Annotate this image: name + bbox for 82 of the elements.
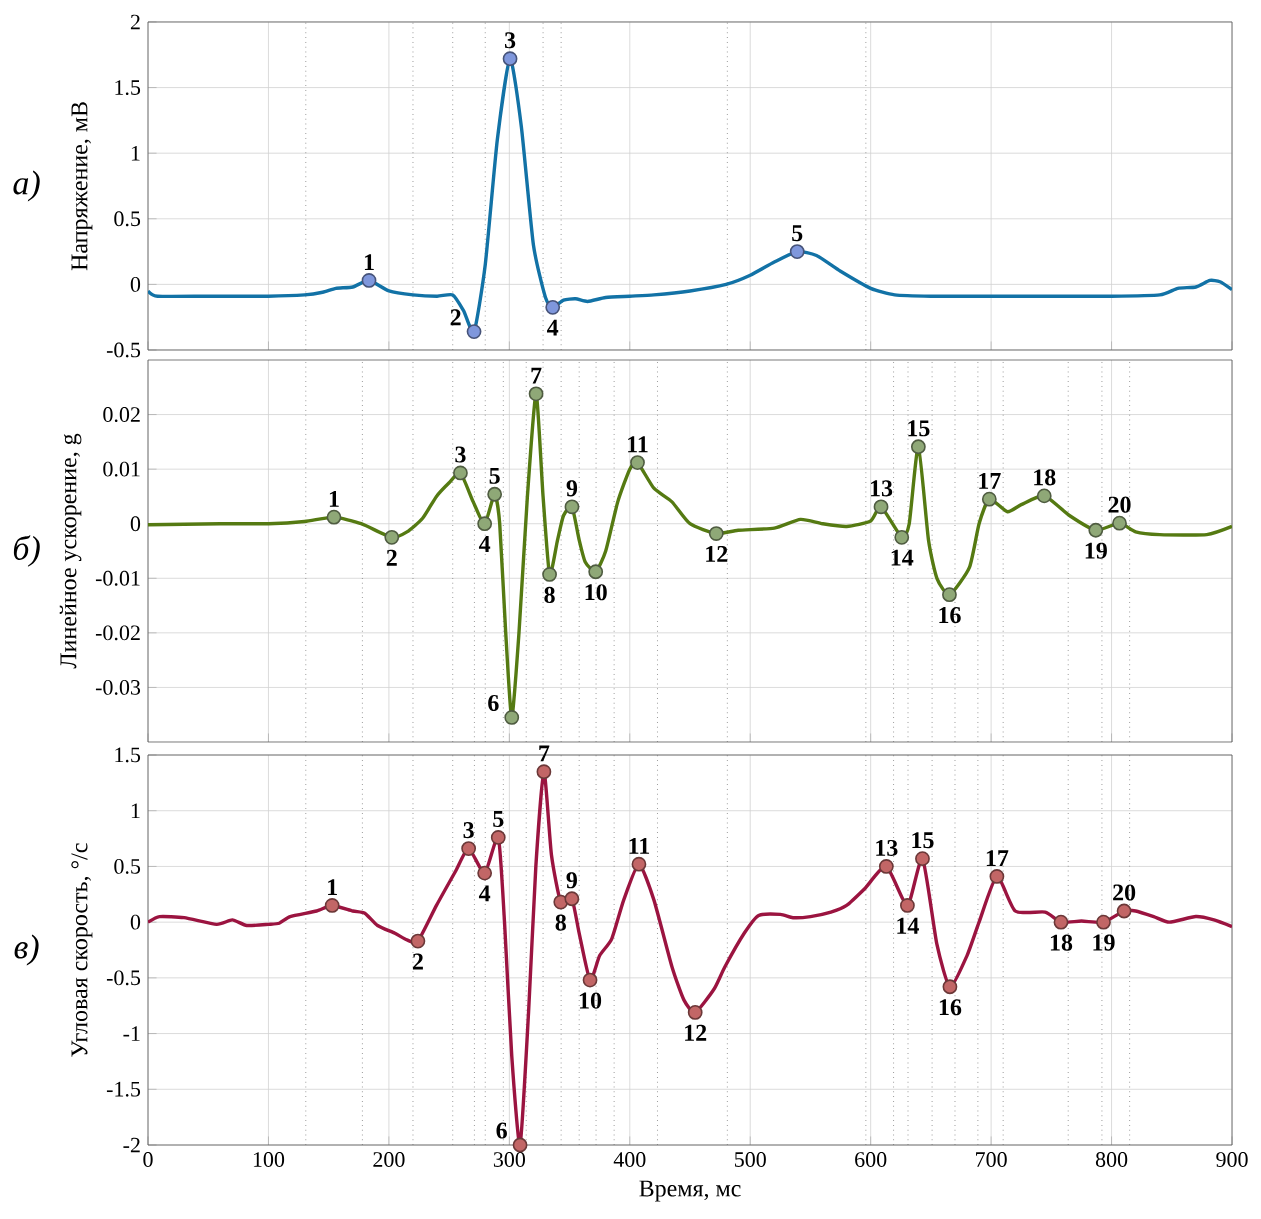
annotation: 10 [585, 584, 607, 601]
annotation: 19 [1085, 542, 1107, 559]
annotation: 6 [496, 1122, 507, 1139]
y-tick-label: 2 [130, 14, 140, 30]
y-axis-title: Линейное ускорение, g [59, 433, 82, 669]
annotation: 18 [1034, 469, 1056, 486]
y-tick-label: 0.01 [103, 461, 140, 477]
x-tick-label: 700 [976, 1152, 1007, 1167]
x-tick-label: 900 [1216, 1152, 1248, 1167]
annotation: 12 [706, 545, 728, 562]
y-tick-label: 0.5 [114, 211, 141, 227]
annotation: 18 [1050, 934, 1073, 951]
annotation: 16 [939, 999, 962, 1016]
annotation: 17 [979, 472, 1001, 489]
annotation: 3 [455, 446, 466, 463]
annotation: 20 [1113, 884, 1136, 901]
annotation: 16 [939, 607, 961, 624]
x-tick-label: 300 [493, 1152, 525, 1167]
annotation: 2 [412, 953, 423, 970]
annotation: 8 [544, 586, 555, 604]
annotation: 4 [478, 536, 491, 552]
y-tick-label: -0.03 [95, 679, 141, 695]
y-tick-label: -0.5 [106, 970, 141, 986]
y-tick-label: 1.5 [115, 80, 141, 95]
x-tick-label: 600 [855, 1152, 887, 1167]
annotation: 5 [489, 467, 500, 484]
y-tick-label: 0 [130, 516, 141, 532]
annotation: 6 [488, 694, 499, 712]
annotation: 9 [566, 480, 578, 497]
x-tick-label: 0 [143, 1152, 153, 1167]
annotation: 14 [891, 549, 914, 566]
text: а) [13, 170, 40, 202]
annotation: 3 [504, 32, 516, 49]
annotation: 1 [328, 879, 337, 896]
annotation: 13 [870, 480, 893, 497]
y-tick-label: -1.5 [106, 1081, 141, 1097]
y-tick-label: 1 [131, 145, 140, 161]
y-tick-label: -0.01 [95, 570, 140, 586]
y-tick-label: 1 [131, 803, 140, 818]
annotation: 12 [685, 1024, 707, 1041]
annotation: 1 [364, 254, 374, 271]
annotation: 19 [1093, 934, 1115, 951]
y-tick-label: -0.02 [95, 625, 140, 641]
annotation: 11 [629, 837, 650, 854]
annotation: 2 [450, 309, 461, 326]
annotation: 7 [531, 367, 542, 384]
annotation: 5 [792, 225, 803, 242]
y-tick-label: 0 [130, 276, 141, 292]
text: б) [13, 535, 40, 567]
annotation: 3 [463, 822, 474, 839]
y-tick-label: 1.5 [115, 747, 141, 763]
y-tick-label: 0 [130, 914, 141, 930]
annotation: 5 [493, 811, 504, 828]
annotation: 4 [478, 885, 491, 902]
annotation: 15 [908, 420, 930, 437]
annotation: 2 [386, 549, 397, 566]
y-tick-label: 0.5 [114, 858, 141, 874]
x-tick-label: 200 [373, 1152, 405, 1167]
annotation: 1 [329, 490, 339, 507]
annotation: 17 [986, 850, 1009, 867]
annotation: 15 [912, 832, 934, 849]
annotation: 14 [897, 917, 919, 934]
y-axis-title: Угловая скорость, °/с [71, 843, 93, 1057]
text: в) [14, 934, 39, 966]
annotation: 10 [579, 992, 602, 1009]
annotation: 11 [628, 436, 648, 453]
annotation: 20 [1108, 496, 1131, 513]
x-tick-label: 800 [1095, 1152, 1128, 1167]
annotation: 8 [555, 914, 566, 931]
annotation: 13 [876, 839, 898, 857]
y-axis-title: Напряжение, мВ [71, 102, 93, 271]
x-tick-label: 100 [253, 1152, 285, 1167]
y-tick-label: 0.02 [103, 407, 140, 423]
annotation: 4 [547, 319, 559, 336]
annotation: 7 [539, 745, 550, 762]
y-tick-label: -0.5 [106, 342, 141, 358]
x-tick-label: 500 [735, 1152, 766, 1167]
y-tick-label: -1 [123, 1026, 140, 1041]
y-tick-label: -2 [123, 1137, 140, 1153]
annotation: 9 [566, 872, 577, 889]
x-tick-label: 400 [613, 1152, 646, 1167]
x-axis-title: Время, мс [639, 1180, 741, 1202]
